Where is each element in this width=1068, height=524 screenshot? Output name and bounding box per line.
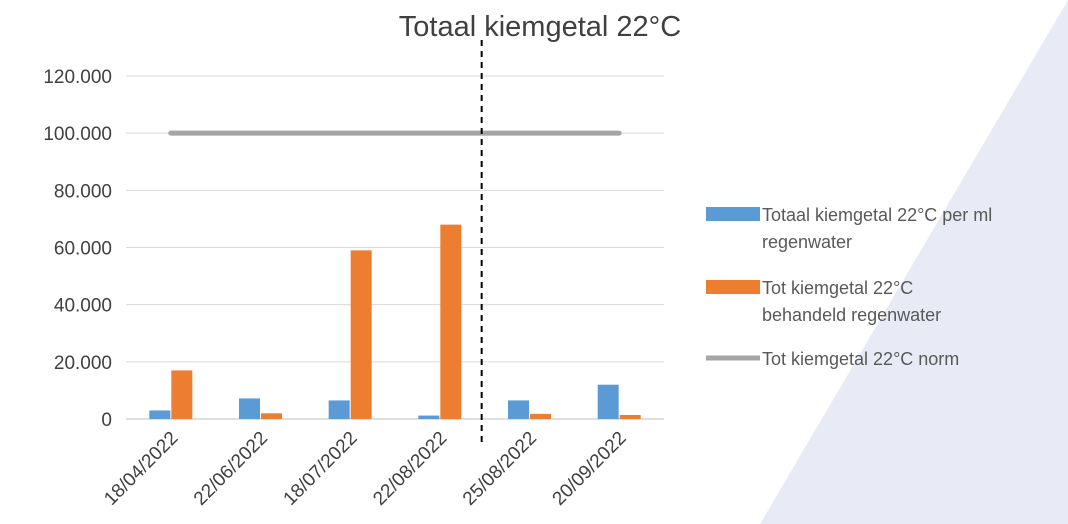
y-tick-label: 100.000 <box>43 124 112 145</box>
bar-regenwater <box>597 384 619 419</box>
x-tick-label: 18/07/2022 <box>280 428 362 510</box>
bar-behandeld <box>261 413 282 419</box>
bar-regenwater <box>418 415 440 419</box>
legend-label: Tot kiemgetal 22°C norm <box>762 349 959 369</box>
legend-swatch-regenwater <box>706 207 760 221</box>
background-panel <box>760 0 1068 524</box>
x-tick-label: 22/08/2022 <box>369 428 451 510</box>
y-tick-label: 40.000 <box>54 296 112 317</box>
bar-behandeld <box>171 370 193 419</box>
y-axis: 0 20.000 40.000 60.000 80.000 100.000 120.000 <box>43 67 112 431</box>
legend-label-line: behandeld regenwater <box>762 305 941 325</box>
legend-label-line: Tot kiemgetal 22°C <box>762 278 913 298</box>
y-tick-label: 0 <box>101 410 112 431</box>
x-axis: 18/04/2022 22/06/2022 18/07/2022 22/08/2022… <box>100 428 630 510</box>
y-tick-label: 80.000 <box>54 181 112 202</box>
bar-behandeld <box>530 413 551 419</box>
y-tick-label: 120.000 <box>43 67 112 88</box>
legend-label-line: Totaal kiemgetal 22°C per ml <box>762 205 992 225</box>
x-tick-label: 20/09/2022 <box>549 428 631 510</box>
legend-label: Totaal kiemgetal 22°C per ml regenwater <box>762 205 992 252</box>
y-tick-label: 20.000 <box>54 353 112 374</box>
bar-behandeld <box>350 250 372 419</box>
x-tick-label: 18/04/2022 <box>100 428 182 510</box>
y-tick-label: 60.000 <box>54 239 112 260</box>
legend-label-line: regenwater <box>762 232 852 252</box>
legend: Totaal kiemgetal 22°C per ml regenwaterTo… <box>706 205 992 369</box>
x-tick-label: 22/06/2022 <box>190 428 272 510</box>
bar-regenwater <box>149 410 171 419</box>
legend-label: Tot kiemgetal 22°C behandeld regenwater <box>762 278 941 325</box>
bar-regenwater <box>508 400 529 419</box>
bars <box>149 224 641 419</box>
chart-title: Totaal kiemgetal 22°C <box>399 11 681 43</box>
legend-swatch-behandeld <box>706 280 760 294</box>
gridlines <box>126 75 664 420</box>
x-tick-label: 25/08/2022 <box>459 428 541 510</box>
bar-regenwater <box>328 400 350 419</box>
bar-behandeld <box>619 414 641 419</box>
bar-regenwater <box>239 398 260 419</box>
bar-behandeld <box>440 224 462 419</box>
